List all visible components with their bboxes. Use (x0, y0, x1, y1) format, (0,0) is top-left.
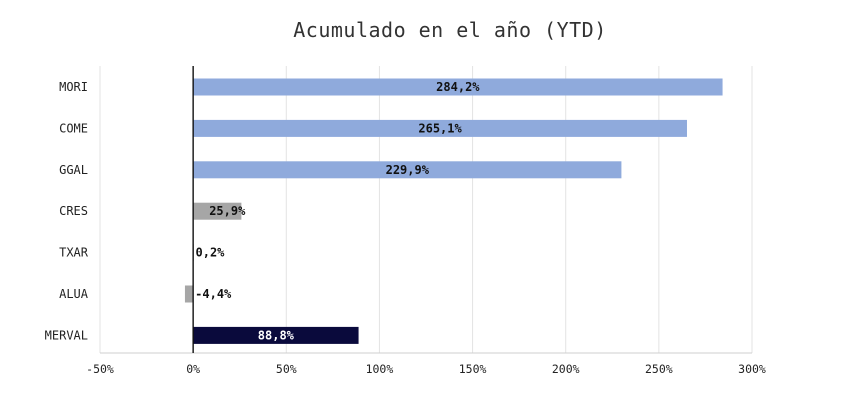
category-label: GGAL (59, 163, 88, 177)
x-tick-label: 100% (366, 362, 394, 376)
bar-ggal (193, 161, 622, 179)
bar-alua (184, 285, 194, 303)
x-tick-label: 300% (738, 362, 766, 376)
category-label: TXAR (59, 246, 89, 260)
x-tick-label: 0% (186, 362, 200, 376)
data-label: 25,9% (209, 204, 246, 218)
bar-merval (193, 326, 359, 344)
labels: -50% 0% 50% 100% 150% 200% 250% 300% MORI 284,2% C… (45, 80, 766, 376)
x-tick-label: 150% (459, 362, 487, 376)
category-label: MORI (59, 80, 88, 94)
gridlines (99, 66, 753, 353)
bars (184, 78, 723, 344)
chart-title: Acumulado en el año (YTD) (293, 18, 607, 42)
x-tick-label: -50% (86, 362, 114, 376)
data-label: 284,2% (436, 80, 480, 94)
category-label: MERVAL (45, 328, 88, 342)
category-label: CRES (59, 204, 88, 218)
data-label: 265,1% (418, 121, 462, 135)
category-label: COME (59, 121, 88, 135)
bar-come (193, 119, 687, 137)
data-label: 88,8% (258, 328, 295, 342)
category-label: ALUA (59, 287, 89, 301)
x-tick-label: 250% (645, 362, 673, 376)
x-tick-label: 200% (552, 362, 580, 376)
data-label: 0,2% (196, 246, 226, 260)
data-label: -4,4% (195, 287, 232, 301)
bar-cres (193, 202, 242, 220)
x-tick-label: 50% (276, 362, 297, 376)
axes (100, 66, 752, 354)
data-label: 229,9% (386, 163, 430, 177)
bar-mori (193, 78, 723, 96)
